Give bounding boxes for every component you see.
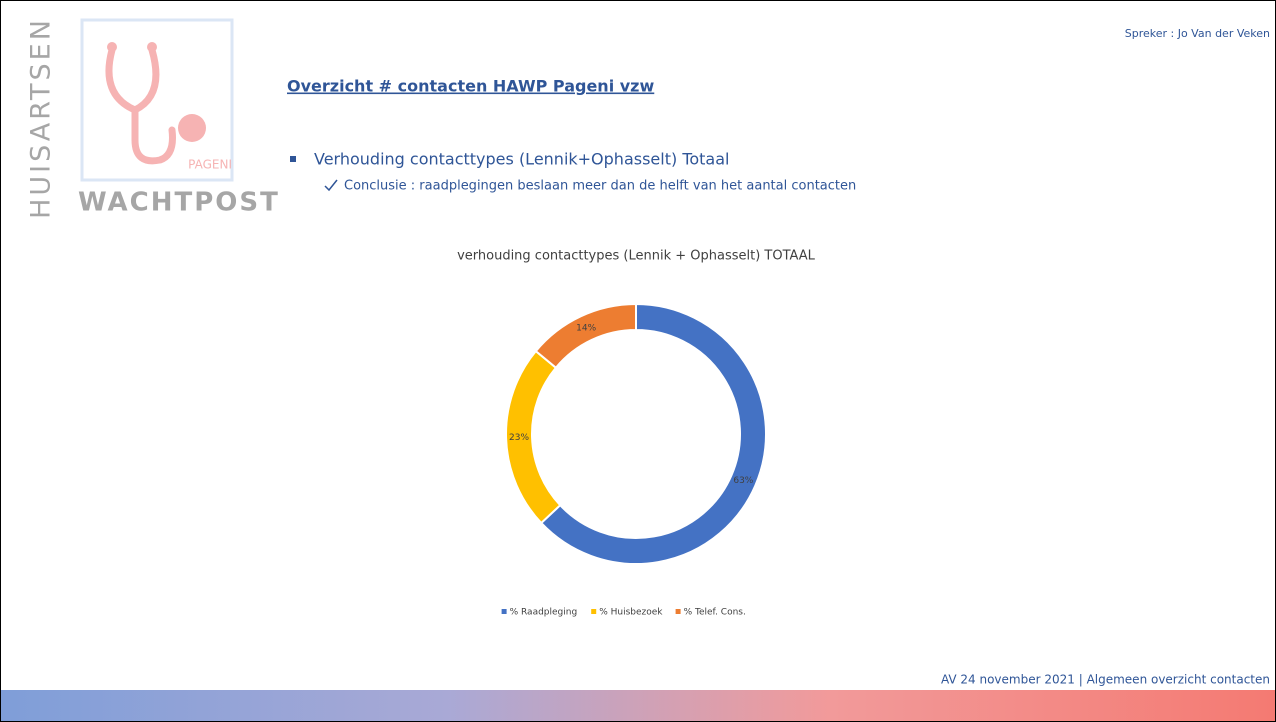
bullet-marker — [290, 156, 296, 162]
legend-swatch — [591, 609, 597, 614]
logo-vertical: HUISARTSEN — [26, 17, 57, 219]
check-marker — [324, 179, 338, 192]
chart-title: verhouding contacttypes (Lennik + Ophass… — [457, 249, 816, 264]
speaker: Spreker : Jo Van der Veken — [1125, 27, 1270, 40]
legend-swatch — [675, 609, 681, 614]
logo-bottom: WACHTPOST — [78, 188, 280, 218]
legend-label: % Raadpleging — [510, 608, 578, 618]
footer: AV 24 november 2021 | Algemeen overzicht… — [941, 673, 1270, 687]
donut-segment — [539, 302, 767, 565]
donut-segment — [534, 302, 637, 370]
chart: 63% 23% 14% % Raadpleging % Huisbezoek % Tele… — [501, 302, 767, 618]
ear-tip — [107, 42, 117, 52]
slide-title: Overzicht # contacten HAWP Pageni vzw — [287, 77, 654, 96]
logo: PAGENI WACHTPOST HUISARTSEN — [26, 17, 280, 219]
bullet-main: Verhouding contacttypes (Lennik+Ophassel… — [314, 150, 729, 169]
logo-frame — [80, 18, 234, 182]
bullet-sub: Conclusie : raadplegingen beslaan meer d… — [344, 179, 856, 194]
data-label: 14% — [576, 324, 596, 334]
data-label: 63% — [733, 476, 753, 486]
legend-swatch — [501, 609, 507, 614]
footer-bar — [1, 690, 1275, 721]
data-label: 23% — [509, 433, 529, 443]
legend-label: % Telef. Cons. — [684, 608, 746, 618]
stethoscope — [105, 46, 176, 165]
logo-small: PAGENI — [188, 158, 232, 172]
ear-tip — [147, 42, 157, 52]
legend-label: % Huisbezoek — [599, 608, 663, 618]
stethoscope-bell — [178, 114, 206, 142]
